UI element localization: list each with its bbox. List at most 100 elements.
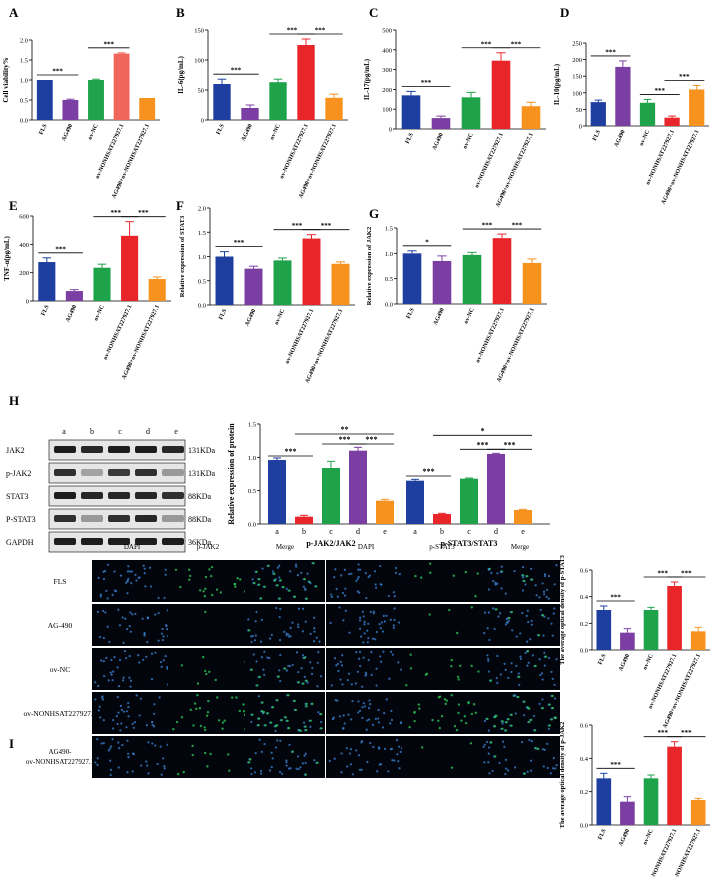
if-signal <box>455 631 459 635</box>
significance-mark: *** <box>655 87 666 95</box>
if-nucleus <box>291 663 294 666</box>
if-nucleus <box>112 727 115 730</box>
bar <box>406 480 424 524</box>
panel-letter: H <box>9 393 19 408</box>
if-nucleus <box>289 664 292 668</box>
if-nucleus <box>285 759 288 762</box>
if-nucleus <box>144 585 147 588</box>
if-nucleus <box>341 683 344 686</box>
if-nucleus <box>545 588 549 592</box>
if-nucleus <box>497 615 500 618</box>
if-signal <box>288 589 291 592</box>
if-nucleus <box>260 618 263 621</box>
if-signal <box>238 709 242 713</box>
if-signal <box>469 742 473 745</box>
bar <box>268 460 286 524</box>
if-signal <box>273 572 276 575</box>
if-nucleus <box>361 716 364 720</box>
bar <box>491 60 511 129</box>
if-nucleus <box>150 678 154 681</box>
if-nucleus <box>328 759 331 763</box>
chart-F: 0.0 0.5 1.0 1.5 2.0 Relative expression of ST… <box>179 206 355 384</box>
y-tick-label: 50 <box>198 88 205 95</box>
y-tick-label: 0.0 <box>248 522 256 529</box>
if-nucleus <box>510 670 513 674</box>
if-image <box>245 604 325 646</box>
blot-band <box>162 538 184 545</box>
if-nucleus <box>361 610 365 613</box>
x-tick-label: AG490 <box>65 304 78 323</box>
if-signal <box>450 665 453 668</box>
bar <box>667 746 682 825</box>
if-signal <box>191 753 194 757</box>
if-image <box>245 736 325 778</box>
if-nucleus <box>374 586 378 589</box>
if-nucleus <box>527 620 530 624</box>
blot-band <box>162 515 184 522</box>
if-nucleus <box>496 681 499 684</box>
if-nucleus <box>486 627 489 630</box>
if-nucleus <box>318 640 321 643</box>
if-nucleus <box>126 627 129 631</box>
if-signal <box>303 656 306 660</box>
if-nucleus <box>547 574 550 578</box>
if-nucleus <box>356 670 359 673</box>
if-nucleus <box>359 568 362 571</box>
if-signal <box>541 706 545 710</box>
significance-mark: *** <box>55 245 66 253</box>
if-signal <box>239 578 242 581</box>
y-tick-label: 50 <box>576 107 583 114</box>
bar <box>639 102 656 126</box>
if-nucleus <box>495 676 498 680</box>
if-nucleus <box>97 709 100 712</box>
blot-band <box>81 469 103 476</box>
if-nucleus <box>363 632 366 635</box>
if-nucleus <box>128 625 131 628</box>
if-nucleus <box>372 745 375 749</box>
if-nucleus <box>330 595 334 598</box>
blot-band <box>108 469 130 476</box>
if-nucleus <box>519 655 522 658</box>
if-nucleus <box>357 568 360 571</box>
if-nucleus <box>487 729 490 732</box>
if-nucleus <box>160 773 163 776</box>
if-nucleus <box>146 616 150 619</box>
if-nucleus <box>385 614 388 617</box>
if-nucleus <box>482 745 485 748</box>
y-tick-label: 0 <box>389 127 392 134</box>
if-nucleus <box>295 651 299 654</box>
bar <box>689 89 705 126</box>
if-signal <box>523 772 526 775</box>
x-tick-label: AG490+ov-NONHSAT227927.1 <box>495 132 535 208</box>
if-signal <box>554 716 557 720</box>
if-nucleus <box>365 728 368 731</box>
panel-letter: E <box>9 198 18 213</box>
if-signal <box>206 765 209 768</box>
if-nucleus <box>543 615 546 618</box>
if-nucleus <box>383 747 387 751</box>
if-image <box>480 604 560 646</box>
if-nucleus <box>142 658 145 661</box>
if-nucleus <box>551 634 554 637</box>
if-nucleus <box>525 614 528 617</box>
if-column-label: Merge <box>511 543 529 551</box>
if-signal <box>208 568 211 571</box>
if-signal <box>472 703 476 706</box>
if-signal <box>431 718 434 722</box>
if-signal <box>305 705 308 708</box>
if-signal <box>196 682 200 685</box>
if-nucleus <box>289 626 292 629</box>
if-nucleus <box>150 721 154 724</box>
if-nucleus <box>340 771 343 774</box>
if-image <box>326 648 406 690</box>
if-image <box>168 736 248 778</box>
if-nucleus <box>551 767 555 770</box>
if-nucleus <box>513 569 516 573</box>
if-nucleus <box>553 683 556 686</box>
if-nucleus <box>309 661 312 664</box>
if-nucleus <box>496 654 499 658</box>
x-tick-label: ov-NONHSAT227927.1 <box>279 123 310 180</box>
if-nucleus <box>381 726 385 729</box>
if-signal <box>261 701 264 704</box>
if-signal <box>236 577 239 580</box>
